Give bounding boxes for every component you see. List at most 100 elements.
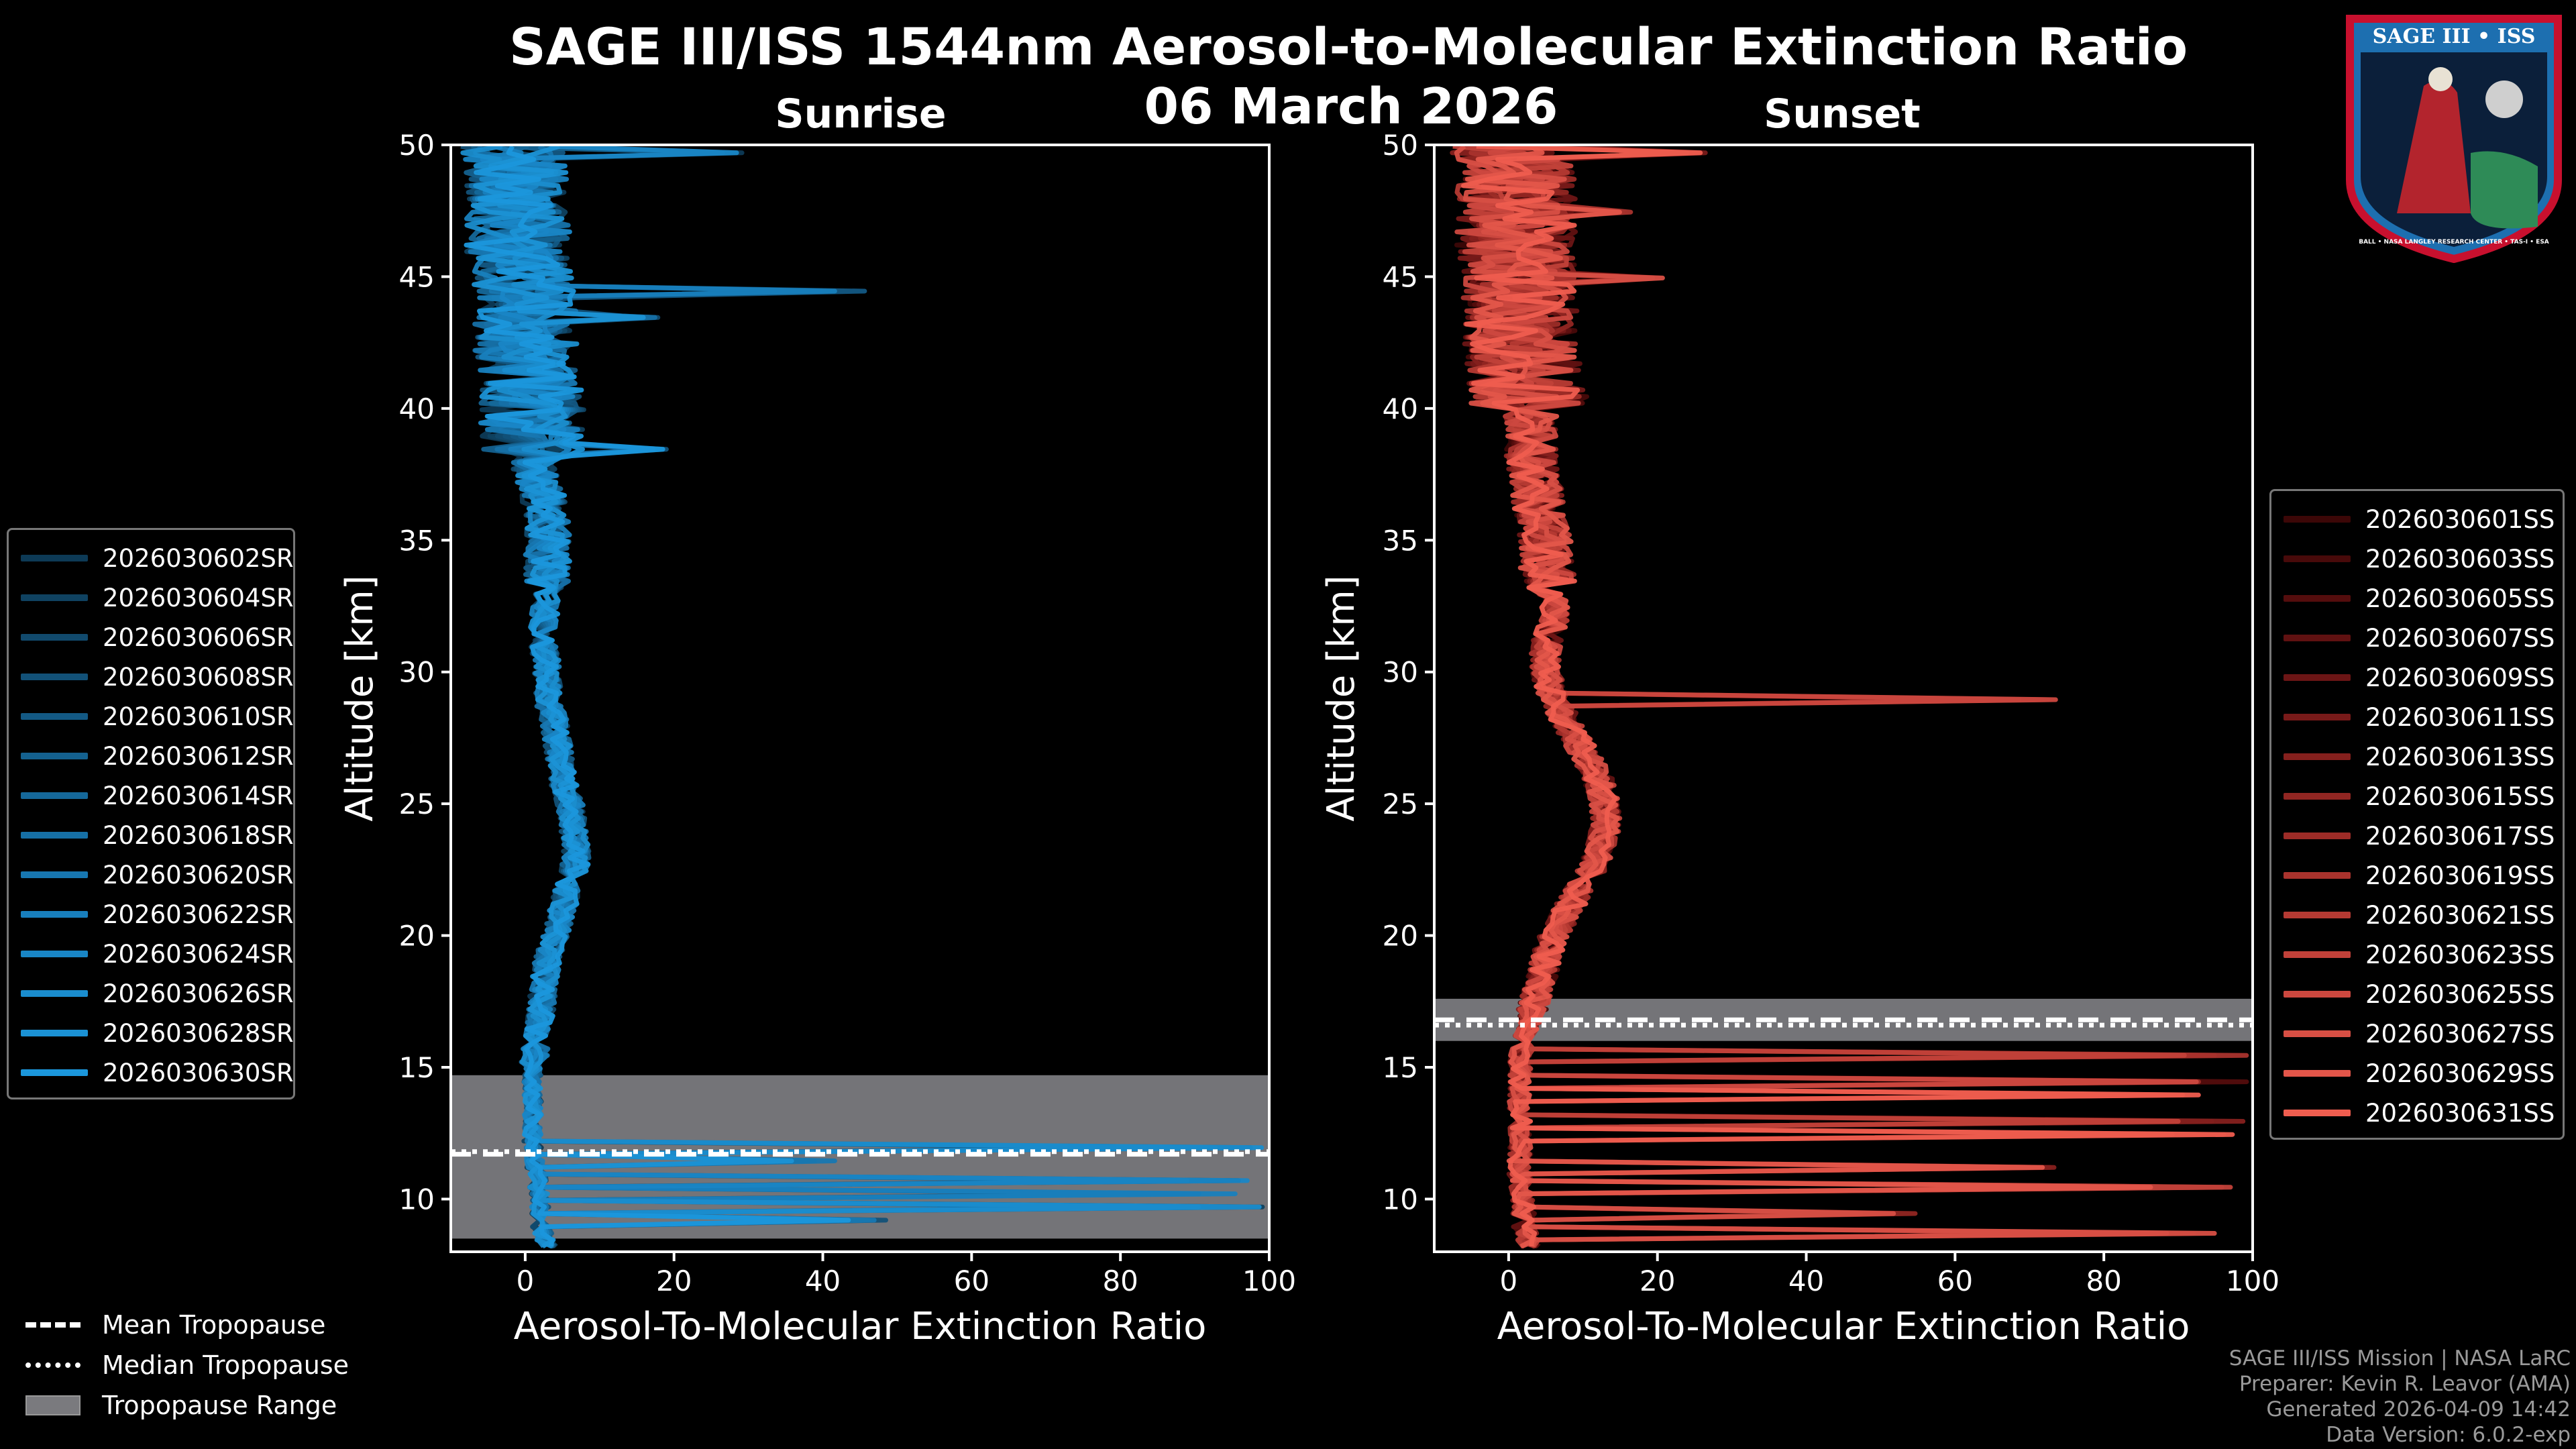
legend-item-2026030615SS: 2026030615SS [2271,782,2555,811]
legend-item-2026030624SR: 2026030624SR [9,939,294,969]
legend-mean-tropopause: Mean Tropopause [25,1308,325,1342]
legend-swatch [2284,872,2351,879]
mean-tropopause-label: Mean Tropopause [102,1310,326,1340]
x-axis-label: Aerosol-To-Molecular Extinction Ratio [514,1305,1207,1348]
legend-swatch [21,674,88,680]
legend-median-tropopause: Median Tropopause [25,1348,349,1382]
legend-item-2026030611SS: 2026030611SS [2271,702,2555,732]
legend-item-2026030613SS: 2026030613SS [2271,742,2555,771]
legend-item-2026030618SR: 2026030618SR [9,820,294,850]
chart-date: 06 March 2026 [1144,78,1558,136]
y-tick-label: 35 [1383,524,1418,557]
profile-lines [1450,145,2249,1249]
legend-item-2026030627SS: 2026030627SS [2271,1019,2555,1049]
legend-swatch [2284,951,2351,958]
legend-swatch [21,594,88,601]
legend-item-2026030619SS: 2026030619SS [2271,861,2555,890]
legend-swatch [21,1030,88,1036]
y-axis-label: Altitude [km] [338,575,382,821]
legend-label: 2026030603SS [2365,544,2555,574]
legend-item-2026030608SR: 2026030608SR [9,663,294,692]
legend-label: 2026030606SR [103,623,294,652]
y-axis-label: Altitude [km] [1320,575,1363,821]
footer-preparer: Preparer: Kevin R. Leavor (AMA) [2239,1372,2571,1396]
x-tick-label: 100 [2226,1265,2279,1297]
plot-frame [449,144,1271,1253]
legend-item-2026030604SR: 2026030604SR [9,584,294,612]
x-axis-label: Aerosol-To-Molecular Extinction Ratio [1497,1305,2190,1348]
legend-swatch [21,555,88,561]
sunrise-panel: 0 20 40 60 80 100 10 15 20 25 30 35 40 45 50 Sunrise Aer… [338,91,1296,1348]
median-tropopause-label: Median Tropopause [102,1350,349,1380]
y-tick-label: 50 [399,129,435,162]
y-tick-label: 45 [399,260,435,293]
plot-frame [1433,144,2254,1253]
legend-item-2026030614SR: 2026030614SR [9,781,294,810]
legend-label: 2026030630SR [103,1058,294,1087]
sunset-legend: 2026030601SS 2026030603SS 2026030605SS 2026… [2269,489,2565,1140]
legend-item-2026030626SR: 2026030626SR [9,979,294,1008]
legend-label: 2026030623SS [2365,940,2555,969]
legend-item-2026030601SS: 2026030601SS [2271,505,2555,534]
chart-title: SAGE III/ISS 1544nm Aerosol-to-Molecular… [509,17,2188,76]
legend-swatch [2284,555,2351,562]
legend-label: 2026030626SR [103,979,294,1008]
x-tick-label: 0 [517,1265,535,1297]
y-tick-label: 10 [399,1183,435,1216]
legend-label: 2026030618SR [103,820,294,850]
legend-item-2026030607SS: 2026030607SS [2271,623,2555,653]
legend-label: 2026030631SS [2365,1098,2555,1128]
profile-2026030629SS [1464,145,2153,1249]
legend-label: 2026030619SS [2365,861,2555,890]
sunset-panel: 0 20 40 60 80 100 10 15 20 25 30 35 40 45 50 Sunset Aero… [1320,91,2279,1348]
legend-item-2026030621SS: 2026030621SS [2271,901,2555,930]
profile-lines [460,145,1265,1249]
legend-swatch [21,713,88,720]
y-tick-label: 45 [1383,260,1418,293]
legend-label: 2026030613SS [2365,742,2555,771]
legend-swatch [21,753,88,759]
profile-2026030630SR [464,145,851,1247]
y-tick-label: 40 [1383,392,1418,425]
legend-swatch [21,990,88,997]
legend-label: 2026030609SS [2365,663,2555,692]
y-tick-label: 10 [1383,1183,1418,1216]
legend-swatch [2284,516,2351,523]
legend-item-2026030628SR: 2026030628SR [9,1018,294,1048]
footer-generated: Generated 2026-04-09 14:42 [2266,1397,2571,1421]
footer-credits: SAGE III/ISS Mission | NASA LaRC Prepare… [2229,1346,2571,1448]
y-tick-label: 25 [399,788,435,820]
plot-background [451,145,1269,1252]
legend-swatch [21,634,88,641]
y-tick-label: 15 [399,1051,435,1084]
legend-item-2026030623SS: 2026030623SS [2271,940,2555,969]
legend-item-2026030625SS: 2026030625SS [2271,979,2555,1009]
legend-swatch [2284,595,2351,602]
legend-label: 2026030607SS [2365,623,2555,653]
legend-label: 2026030625SS [2365,979,2555,1009]
legend-swatch [2284,635,2351,641]
tropopause-legend: Mean Tropopause Median Tropopause Tropop… [25,1308,401,1429]
profile-2026030628SR [470,145,794,1249]
legend-label: 2026030629SS [2365,1059,2555,1088]
x-tick-label: 80 [1102,1265,1138,1297]
legend-label: 2026030627SS [2365,1019,2555,1049]
legend-label: 2026030611SS [2365,702,2555,732]
legend-swatch [2284,1110,2351,1116]
legend-label: 2026030624SR [103,939,294,969]
legend-swatch [2284,674,2351,681]
dashed-line-swatch [25,1322,80,1328]
x-tick-label: 20 [1640,1265,1675,1297]
legend-item-2026030605SS: 2026030605SS [2271,584,2555,613]
legend-swatch [21,1069,88,1076]
legend-label: 2026030612SR [103,741,294,771]
y-tick-label: 50 [1383,129,1418,162]
profile-2026030631SS [1461,145,2235,1247]
legend-label: 2026030628SR [103,1018,294,1048]
logo-title: SAGE III • ISS [2373,25,2536,48]
legend-label: 2026030614SR [103,781,294,810]
legend-swatch [2284,833,2351,839]
legend-swatch [2284,753,2351,760]
legend-swatch [2284,991,2351,998]
